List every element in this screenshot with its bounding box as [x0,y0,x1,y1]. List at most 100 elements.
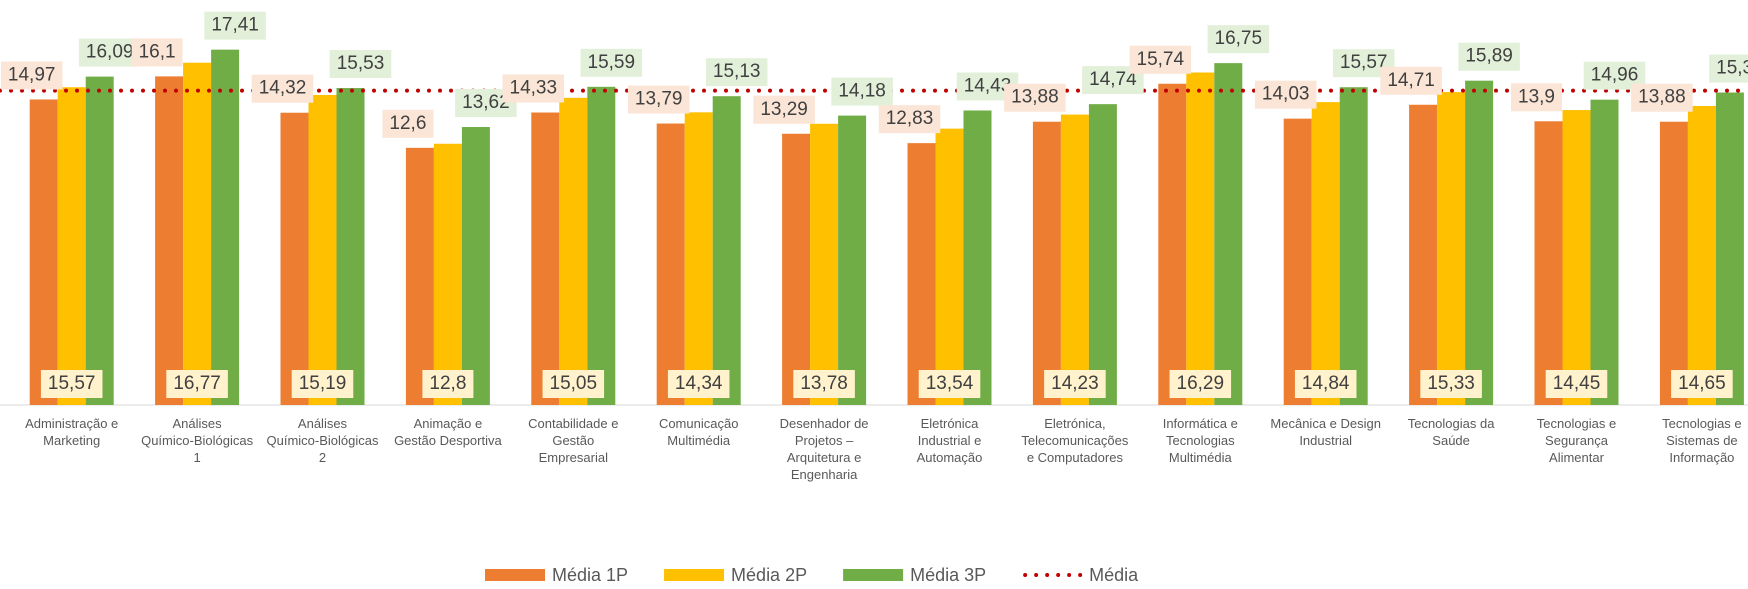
bar [656,123,685,405]
bar [1214,63,1243,405]
value-label: 15,31 [1716,58,1748,79]
bar [461,127,490,406]
legend-swatch [485,569,545,581]
value-label: 12,83 [886,108,934,129]
bar [712,96,741,406]
value-label: 15,57 [48,373,96,394]
bar [183,62,212,405]
x-tick-label: Comunicação Multimédia [659,416,739,448]
value-label: 14,34 [675,373,723,394]
value-label-box [1631,83,1693,112]
value-label-box [131,38,183,67]
bar [810,123,839,405]
value-label-box [542,370,605,398]
value-label-box [878,105,941,134]
bar [1659,121,1688,406]
value-label-box [1294,370,1357,398]
bar [935,128,964,405]
value-label: 16,1 [139,41,176,62]
value-label: 14,23 [1051,373,1099,394]
bar [1283,118,1312,405]
bar [1715,92,1744,405]
bar [1311,102,1340,406]
value-label: 14,45 [1553,373,1601,394]
value-label: 13,79 [635,89,683,110]
value-label-box [1420,370,1482,398]
bar [1088,104,1117,405]
value-label: 14,84 [1302,373,1350,394]
value-label-box [1709,54,1748,83]
value-label-box [1458,42,1520,71]
bar [838,115,867,405]
value-label-box [251,74,314,103]
bar [559,97,588,406]
bar [1465,80,1494,405]
bar [85,76,114,406]
bar [1534,121,1563,406]
x-tick-label: Eletrónica Industrial e Automação [917,416,983,465]
value-label: 13,9 [1518,86,1555,107]
value-label-box [1671,370,1733,398]
value-label: 15,89 [1465,46,1513,67]
value-label-box [1511,83,1562,112]
value-label: 16,77 [173,373,221,394]
value-label-box [793,370,855,398]
bar [433,143,462,405]
value-label-box [1545,370,1608,398]
value-label: 14,97 [8,64,56,85]
bar [1032,121,1061,406]
bar [963,110,992,405]
bar [1339,87,1368,405]
value-label-box [831,77,893,106]
value-label-box [0,61,63,90]
bar [684,112,713,405]
value-label-box [918,370,981,398]
value-label: 14,03 [1262,84,1310,105]
value-label: 15,19 [299,373,347,394]
bar [1562,110,1591,406]
bar [280,112,309,405]
value-label-box [291,370,354,398]
value-label: 13,88 [1638,87,1686,108]
legend-label: Média 2P [731,565,807,585]
bar [1158,83,1187,406]
bar [405,147,434,406]
value-label-box [1129,45,1192,74]
value-label: 13,78 [800,373,848,394]
bar [308,94,337,406]
value-label-box [382,109,434,138]
value-label-box [40,370,103,398]
x-tick-label: Mecânica e Design Industrial [1270,416,1381,448]
bar [907,143,936,405]
value-label-box [329,50,392,79]
x-tick-label: Tecnologias e Segurança Alimentar [1537,416,1617,465]
legend-label: Média [1089,565,1139,585]
value-label: 14,71 [1387,70,1435,91]
value-label: 14,32 [259,78,307,99]
legend-swatch [664,569,725,581]
x-tick-label: Eletrónica, Telecomunicações e Computadore… [1021,416,1128,465]
value-label: 14,33 [510,78,558,99]
bar [155,76,184,406]
value-label: 16,29 [1177,373,1225,394]
bar [1409,104,1438,405]
value-label: 16,09 [86,42,134,63]
value-label: 14,43 [964,75,1012,96]
value-label: 14,18 [838,81,886,102]
value-label-box [753,95,815,124]
x-tick-label: Administração e Marketing [25,416,118,448]
bar [29,99,58,405]
value-label: 14,74 [1089,69,1137,90]
value-label-box [78,38,141,67]
value-label: 12,8 [429,373,466,394]
x-tick-label: Contabilidade e Gestão Empresarial [528,416,618,465]
legend-label: Média 1P [552,565,628,585]
x-tick-label: Informática e Tecnologias Multimédia [1163,416,1238,465]
value-label: 15,74 [1137,49,1185,70]
bar [1060,114,1089,406]
bar [531,112,560,405]
value-label: 13,29 [760,99,808,120]
value-label: 17,41 [211,15,259,36]
value-label-box [1169,370,1232,398]
